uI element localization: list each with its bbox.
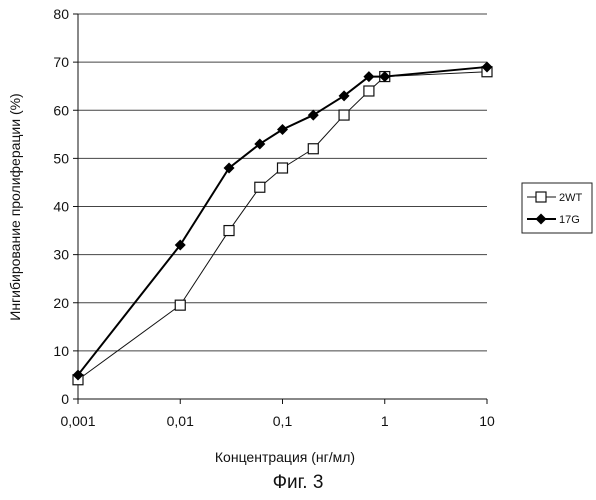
data-point	[255, 182, 265, 192]
y-tick-label: 0	[61, 391, 69, 407]
data-point	[175, 300, 185, 310]
x-tick-label: 0,001	[60, 413, 95, 429]
legend-label: 2WT	[559, 192, 583, 204]
data-point	[308, 110, 319, 121]
data-point	[308, 144, 318, 154]
y-tick-label: 50	[53, 150, 69, 166]
series-line-2WT	[78, 72, 487, 380]
x-tick-label: 1	[381, 413, 389, 429]
data-point	[364, 86, 374, 96]
legend-label: 17G	[559, 214, 580, 226]
series-line-17G	[78, 67, 487, 375]
y-tick-label: 20	[53, 295, 69, 311]
series-2WT	[73, 67, 492, 385]
x-tick-label: 0,01	[167, 413, 194, 429]
y-tick-labels: 0 10 20 30 40 50 60 70 80	[53, 6, 69, 407]
x-tick-labels: 0,001 0,01 0,1 1 10	[60, 413, 495, 429]
y-tick-label: 30	[53, 247, 69, 263]
legend: 2WT 17G	[522, 183, 592, 233]
data-point	[277, 124, 288, 135]
y-tick-label: 60	[53, 102, 69, 118]
y-tick-label: 70	[53, 54, 69, 70]
x-tick-label: 0,1	[273, 413, 293, 429]
data-point	[536, 192, 546, 202]
figure-caption: Фиг. 3	[0, 472, 596, 494]
x-tick-label: 10	[479, 413, 495, 429]
x-axis-label: Концентрация (нг/мл)	[215, 449, 355, 465]
series-17G	[73, 61, 493, 380]
legend-box	[522, 183, 592, 233]
data-point	[278, 163, 288, 173]
y-tick-label: 10	[53, 343, 69, 359]
y-tick-label: 40	[53, 199, 69, 215]
data-point	[224, 226, 234, 236]
y-axis-label: Ингибирование пролиферации (%)	[7, 93, 23, 320]
y-tick-label: 80	[53, 6, 69, 22]
gridlines	[78, 14, 487, 351]
data-point	[339, 110, 349, 120]
chart: 0 10 20 30 40 50 60 70 80 0,001 0,01 0,1 1 10 Концен…	[0, 0, 596, 470]
